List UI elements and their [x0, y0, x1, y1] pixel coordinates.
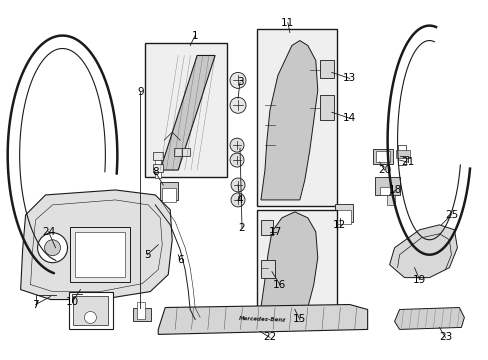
Bar [379, 187, 389, 195]
Text: 6: 6 [177, 255, 183, 265]
Circle shape [230, 193, 244, 207]
Circle shape [229, 153, 244, 167]
Circle shape [44, 240, 61, 256]
Polygon shape [20, 190, 172, 300]
Text: 2: 2 [238, 223, 245, 233]
Text: 12: 12 [332, 220, 346, 230]
Bar [375, 151, 389, 162]
Bar [160, 182, 178, 200]
Bar [73, 296, 108, 325]
Text: 14: 14 [343, 113, 356, 123]
Bar [395, 150, 408, 158]
Polygon shape [158, 305, 367, 334]
Text: 17: 17 [269, 227, 282, 237]
Text: 9: 9 [137, 87, 143, 97]
Text: 23: 23 [438, 332, 451, 342]
Text: 4: 4 [236, 195, 243, 205]
Bar [256, 28, 336, 206]
Text: 22: 22 [263, 332, 276, 342]
Text: 8: 8 [152, 167, 158, 177]
Text: 21: 21 [400, 157, 413, 167]
Bar [70, 227, 130, 282]
Bar [261, 220, 272, 235]
Text: 1: 1 [191, 31, 198, 41]
Circle shape [38, 233, 67, 263]
Text: 20: 20 [377, 165, 390, 175]
Bar [319, 60, 333, 78]
Bar [145, 42, 226, 177]
Text: 15: 15 [293, 314, 306, 324]
Bar [374, 177, 399, 195]
Text: 13: 13 [343, 73, 356, 84]
Bar [162, 188, 176, 202]
Polygon shape [160, 55, 215, 170]
Bar [397, 145, 405, 165]
Bar [336, 210, 350, 224]
Polygon shape [389, 225, 456, 278]
Bar [386, 195, 394, 205]
Circle shape [230, 178, 244, 192]
Polygon shape [394, 307, 464, 329]
Circle shape [229, 97, 245, 113]
Circle shape [84, 311, 96, 323]
Bar [372, 149, 392, 164]
Bar [182, 148, 190, 156]
Text: 25: 25 [444, 210, 457, 220]
Circle shape [229, 138, 244, 152]
Text: 10: 10 [66, 297, 79, 306]
Bar [153, 152, 163, 160]
Text: 19: 19 [412, 275, 425, 285]
Bar [155, 172, 161, 178]
Text: 7: 7 [32, 300, 39, 310]
Bar [68, 292, 113, 329]
Bar [75, 232, 125, 276]
Circle shape [229, 72, 245, 88]
Bar [133, 307, 151, 321]
Text: 16: 16 [273, 280, 286, 289]
Text: 5: 5 [143, 250, 150, 260]
Polygon shape [261, 212, 317, 307]
Text: 24: 24 [42, 227, 55, 237]
Bar [137, 302, 145, 319]
Text: 18: 18 [388, 185, 401, 195]
Text: 3: 3 [236, 77, 243, 87]
Bar [153, 164, 163, 172]
Bar [174, 148, 182, 156]
Text: 11: 11 [281, 18, 294, 28]
Bar [256, 210, 336, 315]
Text: Mercedes-Benz: Mercedes-Benz [239, 316, 286, 323]
Polygon shape [261, 41, 317, 200]
Bar [155, 160, 161, 166]
Bar [334, 204, 352, 222]
Bar [261, 260, 274, 278]
Bar [319, 95, 333, 120]
